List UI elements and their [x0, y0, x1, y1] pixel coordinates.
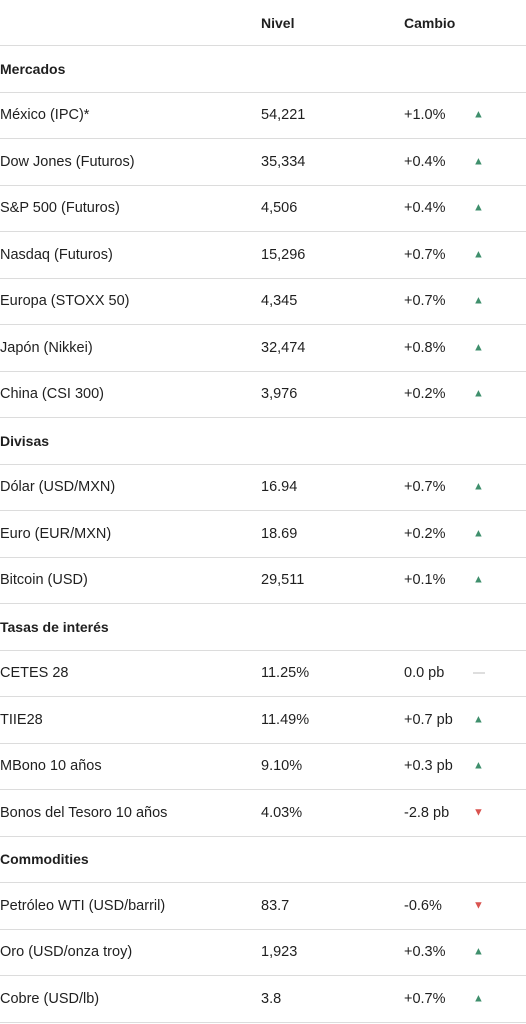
table-row: Dólar (USD/MXN) 16.94 +0.7% ▲ [0, 465, 526, 511]
instrument-name: Bonos del Tesoro 10 años [0, 804, 168, 821]
instrument-name: Nasdaq (Futuros) [0, 246, 113, 263]
instrument-level: 35,334 [261, 153, 306, 170]
instrument-change: -2.8 pb [404, 804, 450, 821]
instrument-change: +0.4% [404, 153, 446, 170]
dash-icon [473, 668, 485, 679]
triangle-up-icon: ▲ [473, 945, 484, 958]
table-row: TIIE28 11.49% +0.7 pb ▲ [0, 697, 526, 744]
instrument-name: CETES 28 [0, 665, 69, 682]
header-change: Cambio [404, 14, 456, 31]
instrument-change: +0.2% [404, 525, 446, 542]
instrument-change: +0.3 pb [404, 758, 453, 775]
instrument-level: 29,511 [261, 572, 305, 589]
instrument-level: 9.10% [261, 758, 303, 775]
table-row: Bonos del Tesoro 10 años 4.03% -2.8 pb ▼ [0, 790, 526, 837]
triangle-up-icon: ▲ [473, 294, 484, 307]
instrument-change: +0.1% [404, 572, 446, 589]
instrument-name: Dow Jones (Futuros) [0, 153, 135, 170]
table-row: Japón (Nikkei) 32,474 +0.8% ▲ [0, 325, 526, 372]
section-title: Mercados [0, 60, 66, 77]
table-row: Dow Jones (Futuros) 35,334 +0.4% ▲ [0, 139, 526, 186]
instrument-level: 4,506 [261, 200, 298, 217]
section-header: Mercados [0, 46, 526, 93]
instrument-level: 32,474 [261, 339, 306, 356]
instrument-level: 1,923 [261, 944, 298, 961]
instrument-change: +1.0% [404, 107, 446, 124]
section-title: Tasas de interés [0, 618, 109, 635]
table-header: Nivel Cambio [0, 0, 526, 46]
triangle-up-icon: ▲ [473, 108, 484, 121]
triangle-up-icon: ▲ [473, 992, 484, 1005]
instrument-name: MBono 10 años [0, 758, 102, 775]
instrument-level: 3.8 [261, 990, 282, 1007]
triangle-up-icon: ▲ [473, 527, 484, 540]
instrument-name: China (CSI 300) [0, 386, 104, 403]
triangle-up-icon: ▲ [473, 155, 484, 168]
instrument-change: 0.0 pb [404, 665, 445, 682]
table-row: China (CSI 300) 3,976 +0.2% ▲ [0, 372, 526, 418]
instrument-name: S&P 500 (Futuros) [0, 200, 120, 217]
triangle-up-icon: ▲ [473, 759, 484, 772]
table-row: Nasdaq (Futuros) 15,296 +0.7% ▲ [0, 232, 526, 279]
table-body: Mercados México (IPC)* 54,221 +1.0% ▲ Dow Jon… [0, 46, 526, 1023]
instrument-change: -0.6% [404, 897, 442, 914]
instrument-name: Dólar (USD/MXN) [0, 479, 116, 496]
section-header: Tasas de interés [0, 604, 526, 651]
instrument-name: México (IPC)* [0, 107, 90, 124]
instrument-name: Oro (USD/onza troy) [0, 944, 133, 961]
triangle-up-icon: ▲ [473, 480, 484, 493]
triangle-up-icon: ▲ [473, 201, 484, 214]
instrument-name: Japón (Nikkei) [0, 339, 93, 356]
instrument-change: +0.4% [404, 200, 446, 217]
triangle-up-icon: ▲ [473, 387, 484, 400]
table-row: Bitcoin (USD) 29,511 +0.1% ▲ [0, 558, 526, 604]
triangle-down-icon: ▼ [473, 899, 484, 912]
instrument-name: Petróleo WTI (USD/barril) [0, 897, 166, 914]
instrument-level: 54,221 [261, 107, 306, 124]
instrument-level: 3,976 [261, 386, 298, 403]
instrument-change: +0.7 pb [404, 711, 453, 728]
instrument-change: +0.8% [404, 339, 446, 356]
instrument-name: Bitcoin (USD) [0, 572, 88, 589]
instrument-level: 83.7 [261, 897, 290, 914]
triangle-up-icon: ▲ [473, 248, 484, 261]
table-row: Euro (EUR/MXN) 18.69 +0.2% ▲ [0, 511, 526, 558]
section-header: Divisas [0, 418, 526, 465]
section-title: Commodities [0, 851, 89, 868]
section-title: Divisas [0, 432, 50, 449]
instrument-change: +0.7% [404, 293, 446, 310]
instrument-level: 4.03% [261, 804, 303, 821]
table-row: Oro (USD/onza troy) 1,923 +0.3% ▲ [0, 930, 526, 976]
instrument-change: +0.7% [404, 479, 446, 496]
table-row: Cobre (USD/lb) 3.8 +0.7% ▲ [0, 976, 526, 1023]
triangle-up-icon: ▲ [473, 341, 484, 354]
table-row: S&P 500 (Futuros) 4,506 +0.4% ▲ [0, 186, 526, 232]
instrument-level: 16.94 [261, 479, 298, 496]
instrument-name: TIIE28 [0, 711, 43, 728]
instrument-change: +0.7% [404, 990, 446, 1007]
table-row: México (IPC)* 54,221 +1.0% ▲ [0, 93, 526, 139]
instrument-level: 18.69 [261, 525, 298, 542]
table-row: MBono 10 años 9.10% +0.3 pb ▲ [0, 744, 526, 790]
instrument-change: +0.3% [404, 944, 446, 961]
instrument-level: 4,345 [261, 293, 298, 310]
header-level: Nivel [261, 14, 295, 31]
instrument-level: 11.49% [261, 711, 310, 728]
instrument-level: 15,296 [261, 246, 306, 263]
instrument-name: Europa (STOXX 50) [0, 293, 130, 310]
table-row: Europa (STOXX 50) 4,345 +0.7% ▲ [0, 279, 526, 325]
triangle-down-icon: ▼ [473, 806, 484, 819]
table-row: CETES 28 11.25% 0.0 pb [0, 651, 526, 697]
triangle-up-icon: ▲ [473, 713, 484, 726]
instrument-change: +0.2% [404, 386, 446, 403]
triangle-up-icon: ▲ [473, 573, 484, 586]
table-row: Petróleo WTI (USD/barril) 83.7 -0.6% ▼ [0, 883, 526, 930]
section-header: Commodities [0, 837, 526, 883]
instrument-change: +0.7% [404, 246, 446, 263]
instrument-level: 11.25% [261, 665, 310, 682]
instrument-name: Cobre (USD/lb) [0, 990, 100, 1007]
instrument-name: Euro (EUR/MXN) [0, 525, 112, 542]
